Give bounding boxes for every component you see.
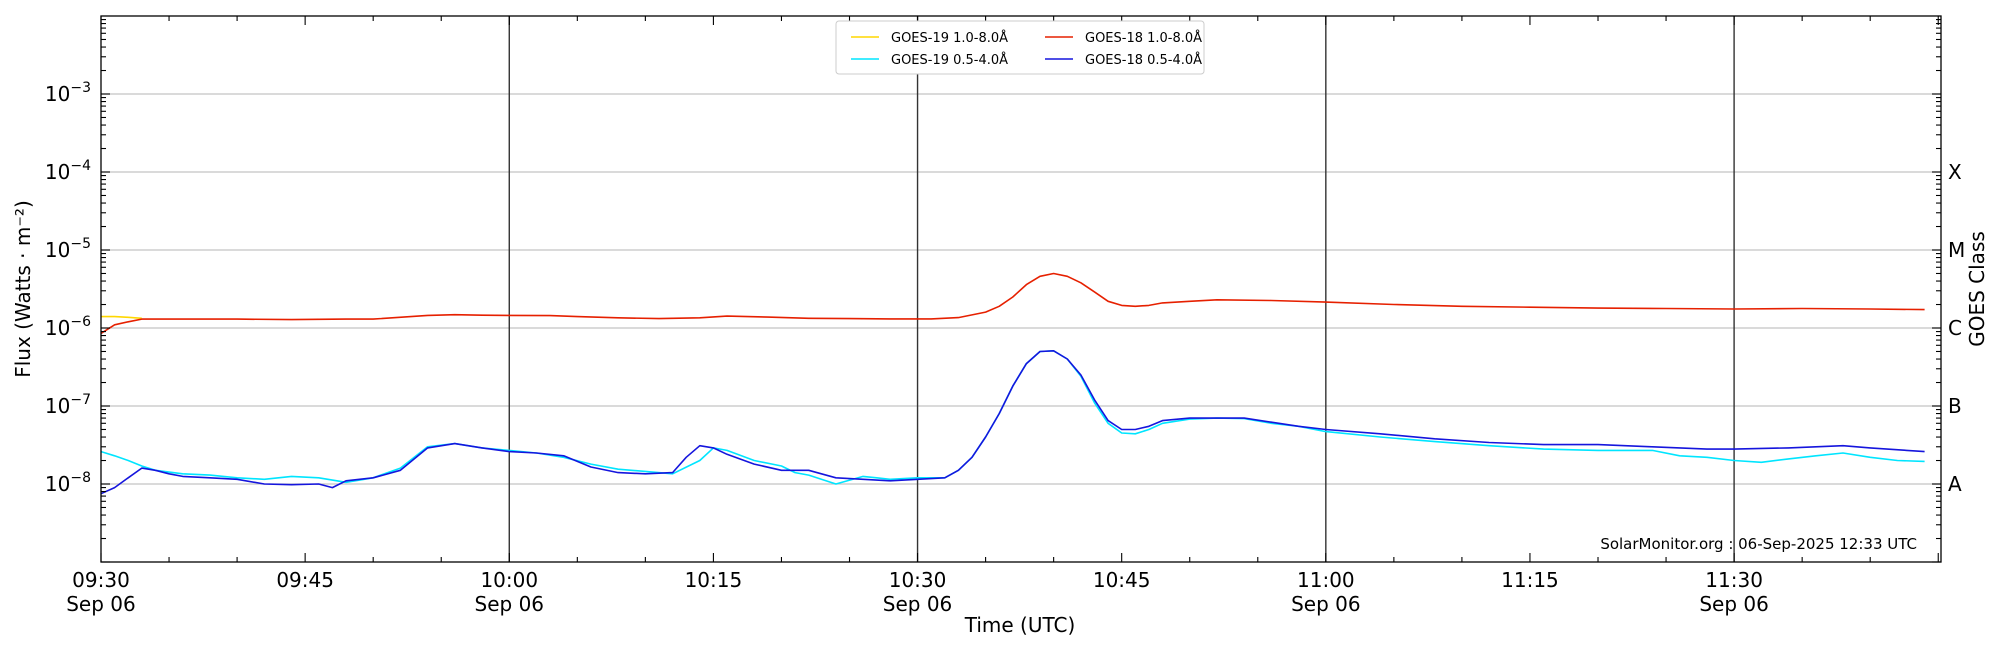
label-layer: Time (UTC) Flux (Watts · m⁻²) GOES Class… xyxy=(11,80,1989,637)
plot-frame xyxy=(100,15,1942,563)
y-tick-label: 10−7 xyxy=(45,392,91,418)
y-tick-label: 10−8 xyxy=(45,470,91,496)
y-tick-exponent: −3 xyxy=(70,80,91,96)
goes-class-label: M xyxy=(1948,238,1965,262)
y2-axis-title: GOES Class xyxy=(1965,231,1989,347)
x-tick-date-label: Sep 06 xyxy=(1291,592,1361,616)
y-tick-base: 10 xyxy=(45,316,70,340)
x-tick-label: 11:00 xyxy=(1297,568,1355,592)
x-tick-label: 09:45 xyxy=(276,568,334,592)
tick-layer xyxy=(100,16,1941,563)
x-tick-label: 10:45 xyxy=(1093,568,1151,592)
legend-label: GOES-19 1.0-8.0Å xyxy=(891,30,1008,46)
x-tick-label: 10:15 xyxy=(685,568,743,592)
credit-text: SolarMonitor.org : 06-Sep-2025 12:33 UTC xyxy=(1600,535,1917,553)
x-tick-label: 10:00 xyxy=(480,568,538,592)
y-tick-base: 10 xyxy=(45,82,70,106)
y-tick-exponent: −5 xyxy=(70,236,91,252)
x-axis-title: Time (UTC) xyxy=(964,613,1076,637)
vertical-markers xyxy=(508,16,1735,562)
legend-label: GOES-18 1.0-8.0Å xyxy=(1085,30,1202,46)
y-tick-label: 10−3 xyxy=(45,80,91,106)
y-tick-label: 10−5 xyxy=(45,236,91,262)
y-tick-exponent: −7 xyxy=(70,392,91,408)
legend: GOES-19 1.0-8.0Å GOES-19 0.5-4.0Å GOES-18 … xyxy=(835,20,1205,75)
series-line xyxy=(101,349,1925,485)
y-tick-base: 10 xyxy=(45,160,70,184)
x-tick-label: 10:30 xyxy=(889,568,947,592)
series-line xyxy=(101,349,1925,495)
goes-class-label: B xyxy=(1948,394,1962,418)
y-tick-base: 10 xyxy=(45,472,70,496)
series-line xyxy=(101,315,142,320)
legend-label: GOES-19 0.5-4.0Å xyxy=(891,52,1008,68)
x-tick-date-label: Sep 06 xyxy=(475,592,545,616)
legend-label: GOES-18 0.5-4.0Å xyxy=(1085,52,1202,68)
y-tick-label: 10−4 xyxy=(45,158,91,184)
x-tick-date-label: Sep 06 xyxy=(883,592,953,616)
x-tick-label: 11:30 xyxy=(1705,568,1763,592)
y-tick-exponent: −8 xyxy=(70,470,91,486)
x-tick-label: 09:30 xyxy=(72,568,130,592)
series-line xyxy=(101,272,1925,335)
y-axis-title: Flux (Watts · m⁻²) xyxy=(11,200,35,378)
goes-class-label: X xyxy=(1948,160,1962,184)
x-tick-date-label: Sep 06 xyxy=(66,592,136,616)
grid-layer xyxy=(101,93,1941,485)
y-tick-label: 10−6 xyxy=(45,314,91,340)
goes-class-label: A xyxy=(1948,472,1962,496)
series-layer xyxy=(101,272,1925,495)
y-tick-base: 10 xyxy=(45,394,70,418)
goes-class-label: C xyxy=(1948,316,1962,340)
y-tick-base: 10 xyxy=(45,238,70,262)
legend-box xyxy=(835,20,1205,75)
y-tick-exponent: −4 xyxy=(70,158,91,174)
y-tick-exponent: −6 xyxy=(70,314,91,330)
x-tick-date-label: Sep 06 xyxy=(1699,592,1769,616)
x-tick-label: 11:15 xyxy=(1501,568,1559,592)
